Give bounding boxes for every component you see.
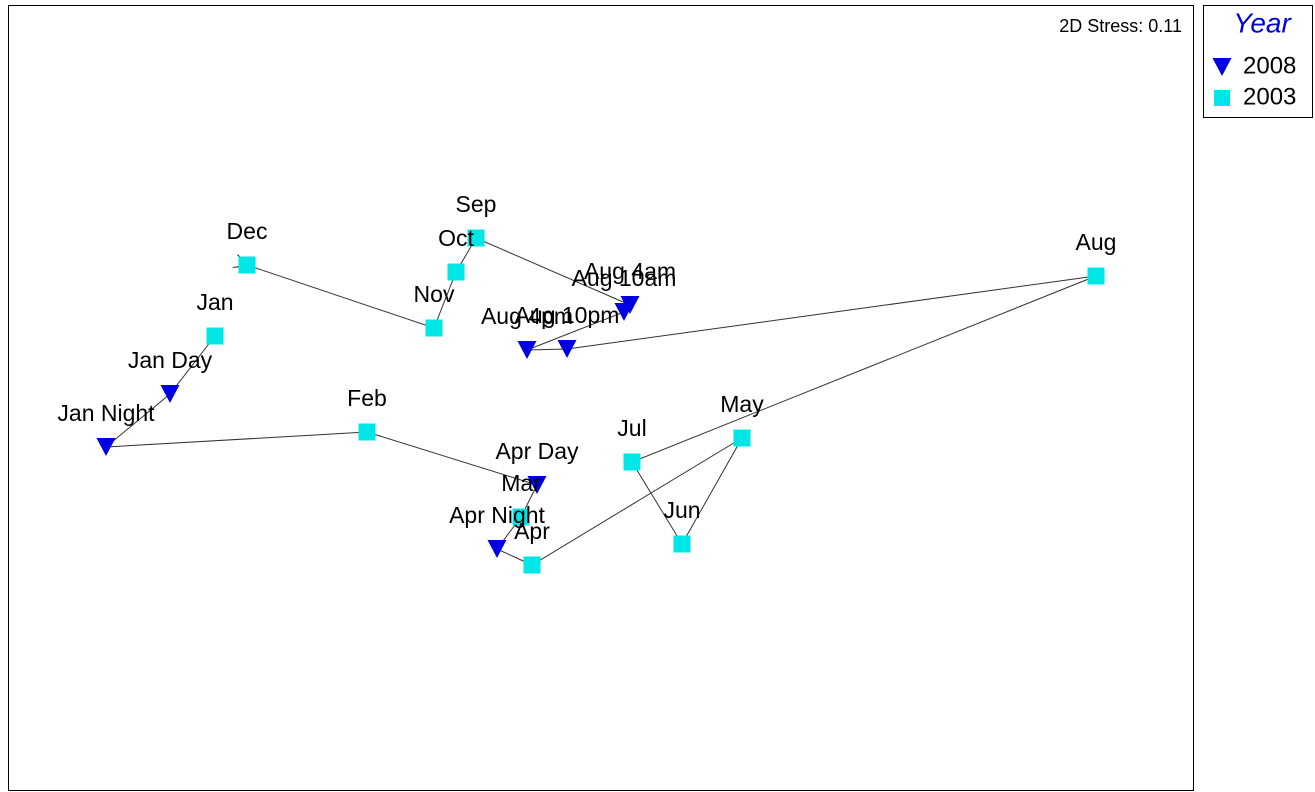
point-marker (517, 340, 537, 360)
point-label: Aug 4pm (481, 303, 573, 329)
point-label: Sep (456, 191, 497, 217)
legend-symbol (1214, 90, 1230, 106)
point-label: Dec (227, 218, 268, 244)
point-marker (623, 453, 641, 471)
point-label: Aug 4am (584, 258, 676, 284)
point-label: Jun (663, 497, 700, 523)
point-marker (96, 437, 116, 457)
point-marker (523, 556, 541, 574)
point-marker (425, 319, 443, 337)
point-label: Oct (438, 225, 474, 251)
legend-symbol (1212, 57, 1232, 77)
point-marker (673, 535, 691, 553)
point-marker (487, 539, 507, 559)
point-marker (620, 295, 640, 315)
point-label: Apr Night (449, 502, 545, 528)
point-marker (512, 508, 530, 526)
point-label: Apr Day (495, 438, 579, 464)
point-marker (206, 327, 224, 345)
point-label: Jul (617, 415, 646, 441)
point-marker (447, 263, 465, 281)
legend-label: 2003 (1243, 83, 1296, 110)
point-label: Mar (501, 470, 541, 496)
point-marker (358, 423, 376, 441)
point-label: Aug 10am (572, 265, 677, 291)
point-marker (527, 475, 547, 495)
point-marker (467, 229, 485, 247)
stress-annotation: 2D Stress: 0.11 (1059, 16, 1182, 36)
point-label: Aug (1076, 229, 1117, 255)
point-marker (1087, 267, 1105, 285)
point-label: Apr (514, 518, 550, 544)
point-label: Jan (196, 289, 233, 315)
point-marker (733, 429, 751, 447)
plot-frame (8, 5, 1194, 791)
legend-label: 2008 (1243, 52, 1296, 79)
point-label: May (720, 391, 764, 417)
point-label: Feb (347, 385, 387, 411)
trajectory-line (104, 237, 1097, 566)
point-marker (238, 256, 256, 274)
point-label: Aug 10pm (515, 302, 620, 328)
point-marker (557, 339, 577, 359)
plot-area: Jan Jan Day Jan Night Feb Apr Day Mar Apr Nigh… (57, 57, 1232, 574)
point-label: Nov (414, 281, 455, 307)
point-label: Jan Night (57, 400, 155, 426)
point-label: Jan Day (128, 347, 213, 373)
legend-title: Year (1233, 7, 1292, 38)
point-marker (160, 384, 180, 404)
